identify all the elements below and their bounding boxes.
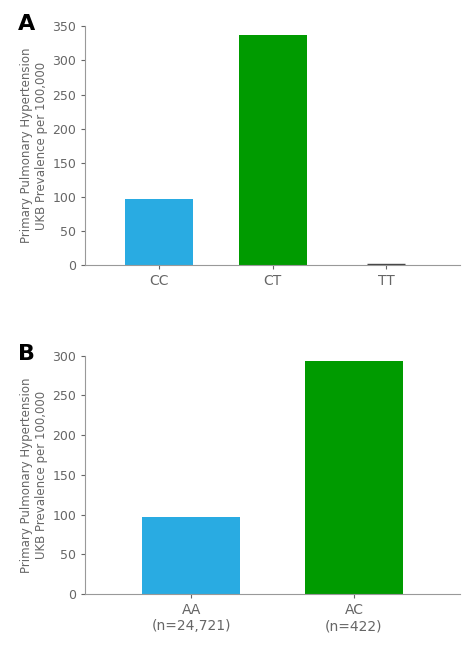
Text: B: B [18, 344, 35, 364]
Bar [142, 517, 240, 594]
Bar [125, 199, 193, 265]
Y-axis label: Primary Pulmonary Hypertension
UKB Prevalence per 100,000: Primary Pulmonary Hypertension UKB Preva… [20, 377, 48, 572]
Bar [305, 361, 403, 594]
Y-axis label: Primary Pulmonary Hypertension
UKB Prevalence per 100,000: Primary Pulmonary Hypertension UKB Preva… [20, 48, 48, 244]
Bar [238, 34, 307, 265]
Text: A: A [18, 15, 35, 34]
